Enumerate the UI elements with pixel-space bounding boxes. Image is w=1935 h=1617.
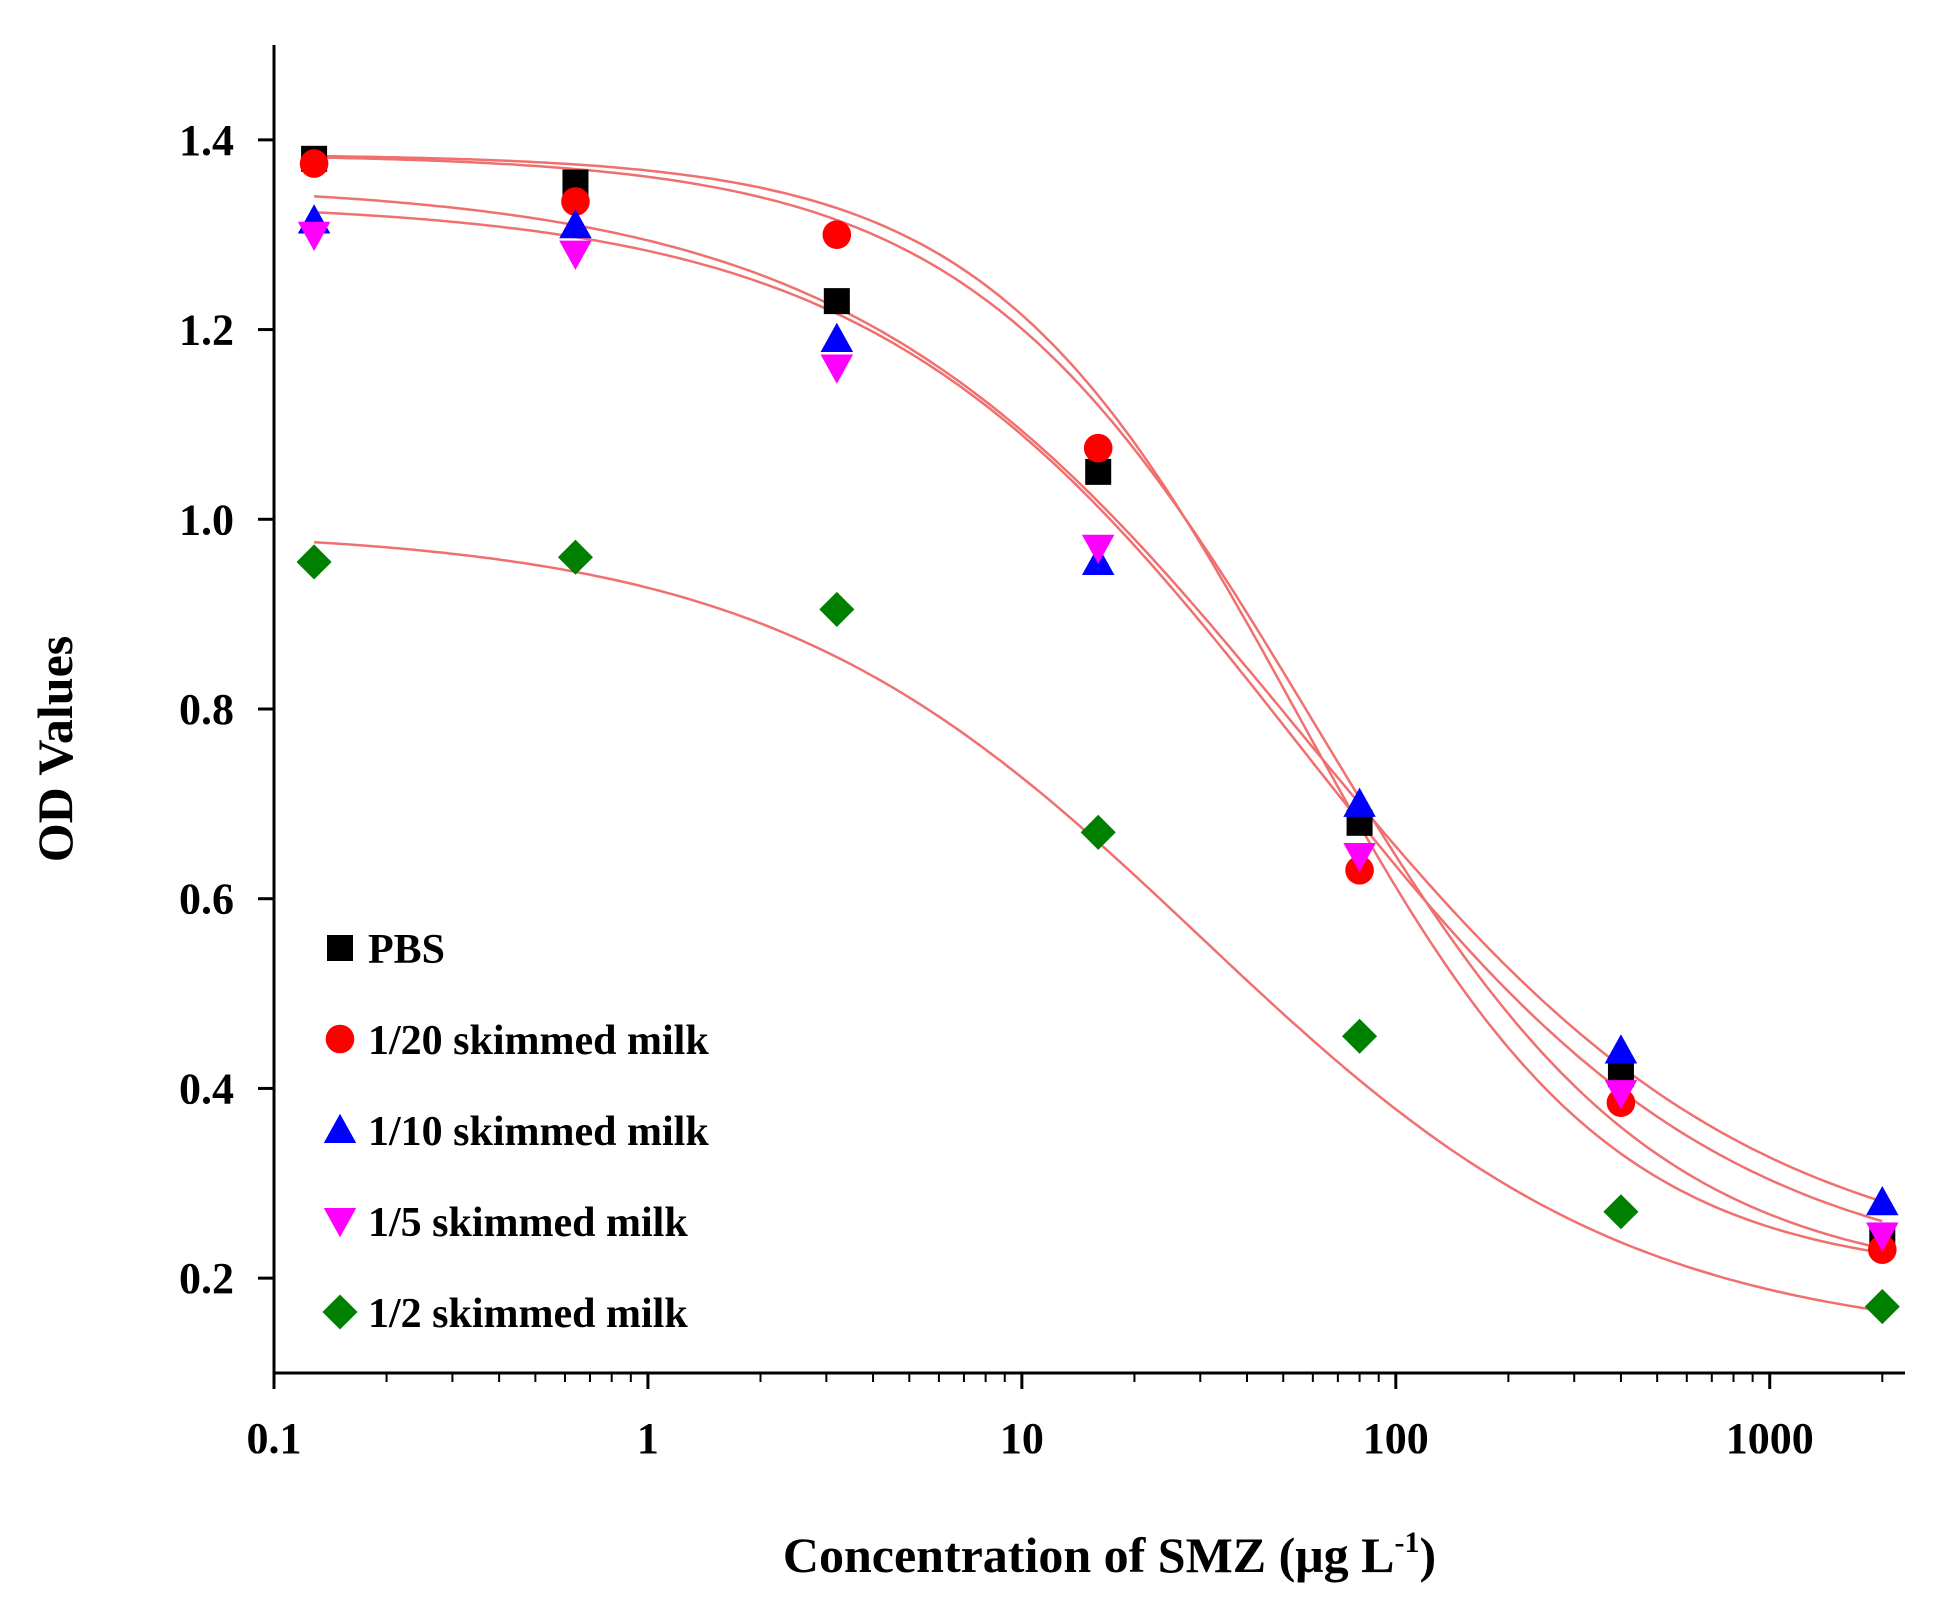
fit-curve	[314, 154, 1883, 1255]
y-axis-title: OD Values	[27, 636, 83, 862]
data-point	[1866, 1222, 1899, 1252]
legend-marker	[323, 1113, 357, 1143]
data-points	[296, 145, 1900, 1325]
data-point	[296, 544, 332, 580]
legend-label: 1/2 skimmed milk	[368, 1291, 688, 1337]
data-point	[1864, 1289, 1900, 1325]
x-tick-label: 0.1	[247, 1414, 302, 1463]
x-axis-title: Concentration of SMZ (μg L-1)	[783, 1526, 1436, 1583]
x-axis-ticks: 0.1 1 10 100 1000	[247, 1373, 1884, 1463]
fit-curve	[314, 540, 1883, 1313]
data-point	[1083, 433, 1113, 463]
data-point	[561, 187, 590, 216]
legend-label: 1/10 skimmed milk	[368, 1109, 709, 1155]
data-point	[1604, 1034, 1638, 1064]
legend-marker	[322, 1294, 358, 1330]
x-tick-label: 1000	[1726, 1414, 1814, 1463]
data-point	[559, 208, 592, 239]
data-point	[820, 322, 854, 353]
x-axis-title-main: Concentration of SMZ (μg L	[783, 1527, 1395, 1583]
y-tick-label: 1.2	[179, 306, 234, 355]
data-point	[1866, 1186, 1899, 1216]
y-axis-ticks: 0.2 0.4 0.6 0.8 1.0 1.2 1.4	[179, 116, 274, 1303]
legend-marker	[325, 1024, 355, 1054]
fit-curve	[314, 210, 1883, 1223]
data-point	[823, 288, 850, 315]
data-point	[297, 221, 331, 251]
data-point	[1080, 814, 1116, 850]
x-tick-label: 100	[1363, 1414, 1429, 1463]
data-point	[1342, 1018, 1378, 1054]
legend-label: 1/20 skimmed milk	[368, 1018, 709, 1064]
x-tick-label: 10	[1000, 1414, 1044, 1463]
y-tick-label: 1.4	[179, 116, 234, 165]
legend: PBS 1/20 skimmed milk 1/10 skimmed milk 1/5…	[322, 927, 709, 1337]
data-point	[1081, 534, 1115, 564]
x-axis-title-superscript: -1	[1395, 1526, 1420, 1559]
data-point	[557, 539, 594, 575]
data-point	[559, 240, 592, 270]
data-point	[1604, 1080, 1638, 1110]
legend-label: PBS	[368, 927, 445, 973]
y-tick-label: 0.4	[179, 1064, 234, 1113]
legend-marker	[327, 935, 353, 961]
data-point	[1343, 843, 1376, 873]
fit-curve	[314, 156, 1883, 1250]
x-tick-label: 1	[637, 1414, 659, 1463]
data-point	[299, 149, 329, 178]
y-tick-label: 1.0	[179, 495, 234, 544]
data-point	[820, 354, 854, 384]
x-axis-title-close: )	[1420, 1527, 1437, 1583]
axes	[272, 45, 1905, 1375]
legend-label: 1/5 skimmed milk	[368, 1200, 688, 1246]
legend-marker	[323, 1208, 357, 1238]
data-point	[822, 220, 852, 250]
data-point	[1085, 458, 1112, 485]
y-tick-label: 0.8	[179, 685, 234, 734]
y-tick-label: 0.2	[179, 1254, 234, 1303]
data-point	[1343, 787, 1376, 817]
data-point	[1603, 1194, 1639, 1230]
y-tick-label: 0.6	[179, 875, 234, 924]
data-point	[819, 591, 855, 627]
